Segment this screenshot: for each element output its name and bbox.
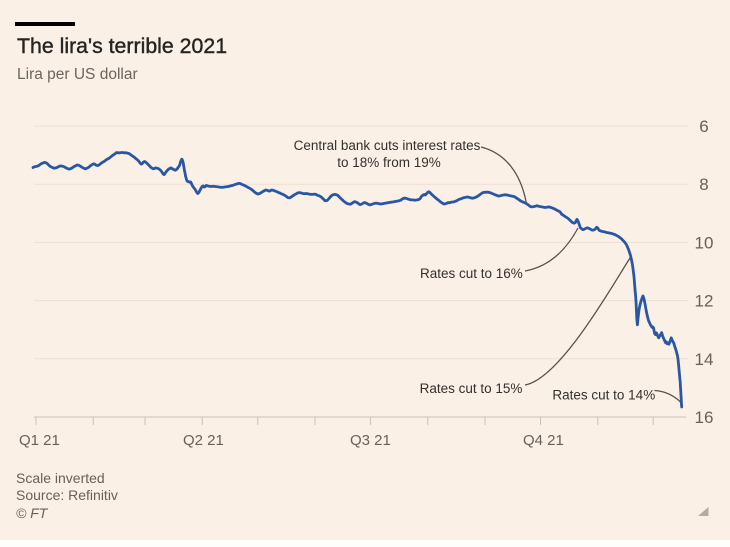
svg-text:10: 10 <box>695 233 714 252</box>
svg-text:to 18% from 19%: to 18% from 19% <box>337 155 441 170</box>
svg-text:16: 16 <box>695 408 714 427</box>
svg-text:8: 8 <box>699 175 708 194</box>
svg-text:Q3 21: Q3 21 <box>350 432 391 449</box>
svg-text:Q4 21: Q4 21 <box>523 432 564 449</box>
svg-text:Q2 21: Q2 21 <box>183 432 224 449</box>
svg-text:12: 12 <box>695 292 714 311</box>
svg-text:Rates cut to 16%: Rates cut to 16% <box>420 266 523 281</box>
svg-text:14: 14 <box>695 350 714 369</box>
svg-text:Central bank cuts interest rat: Central bank cuts interest rates <box>294 138 481 153</box>
svg-text:6: 6 <box>699 117 708 136</box>
svg-text:Q1 21: Q1 21 <box>19 432 60 449</box>
svg-text:Rates cut to 14%: Rates cut to 14% <box>552 388 655 403</box>
svg-text:Rates cut to 15%: Rates cut to 15% <box>420 381 523 396</box>
